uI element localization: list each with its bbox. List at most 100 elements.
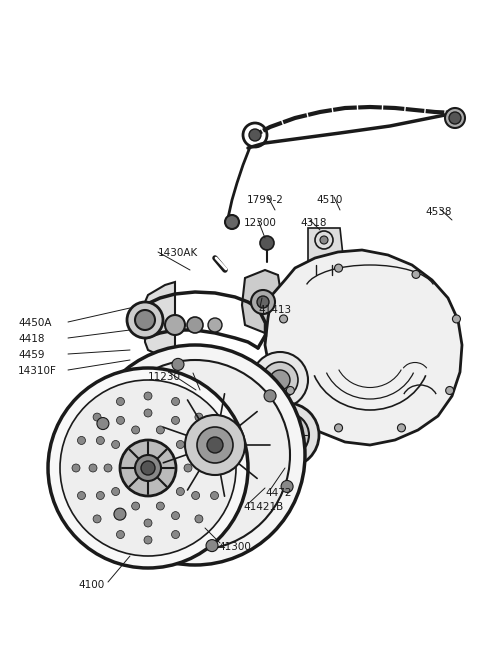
Circle shape	[185, 415, 245, 475]
Circle shape	[114, 508, 126, 520]
Circle shape	[257, 296, 269, 308]
Circle shape	[192, 436, 200, 445]
Circle shape	[112, 487, 120, 495]
Text: 41300: 41300	[218, 542, 251, 552]
Circle shape	[156, 502, 164, 510]
Polygon shape	[265, 250, 462, 445]
Circle shape	[445, 108, 465, 128]
Circle shape	[171, 530, 180, 539]
Text: 4418: 4418	[18, 334, 45, 344]
Circle shape	[206, 539, 218, 552]
Circle shape	[132, 502, 140, 510]
Circle shape	[287, 386, 294, 394]
Circle shape	[117, 417, 124, 424]
Circle shape	[117, 397, 124, 405]
Circle shape	[192, 491, 200, 499]
Circle shape	[281, 480, 293, 493]
Circle shape	[279, 315, 288, 323]
Circle shape	[89, 464, 97, 472]
Circle shape	[211, 436, 218, 444]
Circle shape	[171, 397, 180, 405]
Circle shape	[93, 413, 101, 421]
Circle shape	[277, 425, 297, 445]
Text: 14310F: 14310F	[18, 366, 57, 376]
Circle shape	[449, 112, 461, 124]
Circle shape	[93, 515, 101, 523]
Circle shape	[77, 491, 85, 499]
Circle shape	[197, 427, 233, 463]
Circle shape	[265, 413, 309, 457]
Text: 4459: 4459	[18, 350, 45, 360]
Circle shape	[264, 390, 276, 402]
Circle shape	[211, 491, 218, 499]
Circle shape	[184, 464, 192, 472]
Circle shape	[176, 487, 184, 495]
Circle shape	[132, 426, 140, 434]
Circle shape	[135, 310, 155, 330]
Circle shape	[144, 536, 152, 544]
Circle shape	[397, 424, 406, 432]
Circle shape	[112, 440, 120, 449]
Text: 1799-2: 1799-2	[247, 195, 284, 205]
Circle shape	[144, 519, 152, 527]
Text: 11230: 11230	[148, 372, 181, 382]
Circle shape	[207, 437, 223, 453]
Circle shape	[171, 417, 180, 424]
Text: 4538: 4538	[425, 207, 452, 217]
Text: 4100: 4100	[78, 580, 104, 590]
Circle shape	[172, 359, 184, 371]
Circle shape	[165, 315, 185, 335]
Text: 41413: 41413	[258, 305, 291, 315]
Polygon shape	[242, 270, 282, 333]
Text: 1430AK: 1430AK	[158, 248, 198, 258]
Circle shape	[187, 317, 203, 333]
Circle shape	[77, 436, 85, 444]
Circle shape	[176, 440, 184, 449]
Text: 4450A: 4450A	[18, 318, 51, 328]
Circle shape	[156, 426, 164, 434]
Circle shape	[144, 409, 152, 417]
Text: 12300: 12300	[244, 218, 277, 228]
Circle shape	[216, 464, 224, 472]
Circle shape	[144, 392, 152, 400]
Circle shape	[195, 413, 203, 421]
Circle shape	[262, 362, 298, 398]
Circle shape	[48, 368, 248, 568]
Circle shape	[251, 290, 275, 314]
Circle shape	[171, 512, 180, 520]
Circle shape	[104, 464, 112, 472]
Circle shape	[249, 129, 261, 141]
Circle shape	[270, 370, 290, 390]
Circle shape	[96, 491, 104, 499]
Circle shape	[320, 236, 328, 244]
Circle shape	[100, 360, 290, 550]
Circle shape	[260, 236, 274, 250]
Circle shape	[127, 302, 163, 338]
Circle shape	[445, 386, 454, 394]
Circle shape	[252, 352, 308, 408]
Circle shape	[141, 461, 155, 475]
Circle shape	[335, 424, 343, 432]
Circle shape	[193, 386, 207, 400]
Circle shape	[97, 418, 109, 430]
Circle shape	[85, 345, 305, 565]
Circle shape	[167, 347, 183, 363]
Text: 4510: 4510	[316, 195, 342, 205]
Circle shape	[60, 380, 236, 556]
Circle shape	[335, 264, 343, 272]
Circle shape	[135, 455, 161, 481]
Circle shape	[117, 530, 124, 539]
Circle shape	[120, 440, 176, 496]
Polygon shape	[145, 282, 175, 360]
Circle shape	[117, 512, 124, 520]
Polygon shape	[308, 228, 344, 265]
Circle shape	[195, 515, 203, 523]
Circle shape	[208, 318, 222, 332]
Circle shape	[199, 464, 207, 472]
Text: 4318: 4318	[300, 218, 326, 228]
Circle shape	[72, 464, 80, 472]
Circle shape	[225, 215, 239, 229]
Circle shape	[453, 315, 460, 323]
Circle shape	[96, 436, 104, 445]
Text: 41421B: 41421B	[243, 502, 283, 512]
